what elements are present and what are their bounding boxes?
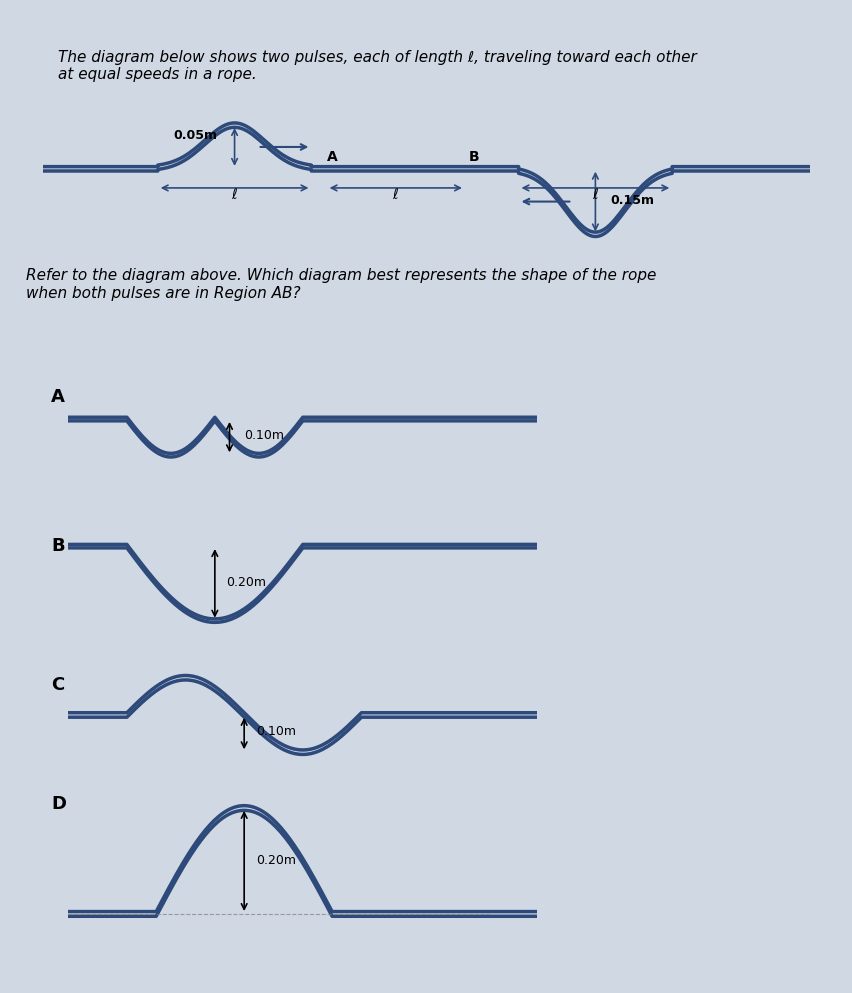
- Text: C: C: [51, 676, 65, 694]
- Text: A: A: [326, 150, 337, 164]
- Text: 0.05m: 0.05m: [173, 129, 217, 142]
- Text: 0.20m: 0.20m: [256, 854, 296, 867]
- Text: B: B: [469, 150, 479, 164]
- Text: 0.15m: 0.15m: [610, 195, 654, 208]
- Text: 0.20m: 0.20m: [227, 576, 267, 589]
- Text: B: B: [51, 537, 65, 555]
- Text: $\ell$: $\ell$: [591, 187, 598, 202]
- Text: A: A: [51, 388, 65, 406]
- Text: 0.10m: 0.10m: [256, 725, 296, 738]
- Text: D: D: [51, 795, 66, 813]
- Text: $\ell$: $\ell$: [231, 187, 238, 202]
- Text: Refer to the diagram above. Which diagram best represents the shape of the rope
: Refer to the diagram above. Which diagra…: [26, 268, 655, 301]
- Text: $\ell$: $\ell$: [392, 187, 399, 202]
- Text: 0.10m: 0.10m: [244, 429, 284, 442]
- Text: The diagram below shows two pulses, each of length ℓ, traveling toward each othe: The diagram below shows two pulses, each…: [58, 50, 695, 82]
